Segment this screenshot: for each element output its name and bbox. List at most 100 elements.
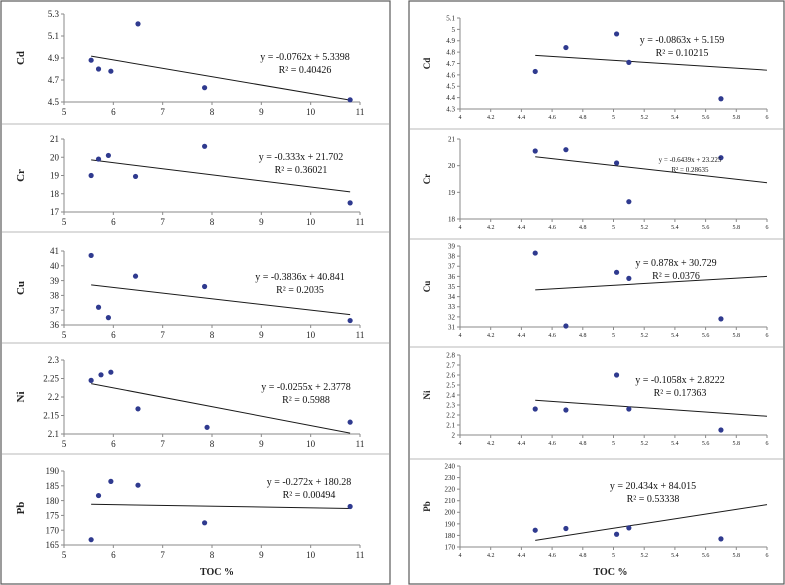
right-cd-x-tick-label: 6 [766, 115, 769, 121]
right-pb-x-tick-label: 4.6 [548, 553, 556, 559]
left-cr-trendline [91, 159, 351, 193]
right-cr-y-axis-label: Cr [422, 174, 432, 185]
left-cd-y-tick-label: 5.3 [48, 9, 60, 19]
left-pb-x-tick-label: 11 [356, 550, 365, 560]
right-cu-data-point [613, 269, 620, 275]
left-ni-data-point [347, 419, 353, 425]
left-cr-x-tick-label: 8 [210, 217, 215, 227]
right-pb-trendline [535, 504, 768, 541]
right-cu-data-point [718, 316, 724, 322]
right-cr-trendline [535, 156, 768, 184]
left-cr-y-tick-label: 21 [50, 134, 59, 144]
left-ni-y-tick-label: 2.3 [48, 355, 60, 365]
right-ni-y-tick-label: 2.7 [446, 361, 455, 369]
left-pb-x-tick-label: 9 [259, 550, 264, 560]
left-cr-x-tick-label: 10 [306, 217, 316, 227]
left-ni-x-tick-label: 8 [210, 439, 215, 449]
right-cu-data-point [532, 250, 538, 256]
right-pb-x-tick-label: 4.8 [579, 553, 587, 559]
chart-left-cu: 5 6 7 8 9 10 11 36 37 38 39 40 41 Cu y = -0.3836x + 40… [2, 246, 389, 344]
right-cu-x-tick-label: 5.8 [733, 333, 741, 339]
chart-right-cu: 4 4.2 4.4 4.6 4.8 5 5.2 5.4 5.6 5.8 6 31 32 33 34 35 36 3… [410, 242, 783, 348]
left-pb-y-tick-label: 190 [46, 466, 60, 476]
right-ni-x-tick-label: 5.4 [671, 441, 679, 447]
right-cu-data-point [626, 275, 632, 281]
left-cr-r-squared: R² = 0.36021 [275, 165, 328, 176]
right-cd-data-point [718, 96, 724, 102]
right-cu-y-tick-label: 36 [448, 273, 456, 281]
chart-left-cr: 5 6 7 8 9 10 11 17 18 19 20 21 Cr y = -0.333x + 21.70… [2, 134, 389, 233]
right-ni-x-tick-label: 5.8 [733, 441, 741, 447]
right-pb-y-axis-label: Pb [422, 501, 432, 512]
left-ni-x-tick-label: 11 [356, 439, 365, 449]
left-cd-y-tick-label: 4.5 [48, 97, 60, 107]
left-cr-y-axis-label: Cr [15, 169, 27, 182]
right-cd-x-tick-label: 4.2 [487, 115, 495, 121]
left-cd-x-tick-label: 11 [356, 107, 365, 117]
left-cr-data-point [347, 200, 353, 206]
right-cu-trend-equation: y = 0.878x + 30.729 [635, 258, 716, 269]
right-pb-r-squared: R² = 0.53338 [627, 494, 680, 505]
right-pb-x-tick-label: 6 [766, 553, 769, 559]
right-pb-x-tick-label: 5.2 [640, 553, 648, 559]
left-ni-y-axis-label: Ni [15, 392, 27, 403]
right-cr-x-tick-label: 5.4 [671, 225, 679, 231]
left-cd-x-tick-label: 7 [160, 107, 165, 117]
right-cu-y-tick-label: 39 [448, 242, 456, 250]
right-cu-x-tick-label: 4.4 [518, 333, 526, 339]
left-cr-x-tick-label: 9 [259, 217, 264, 227]
left-ni-x-tick-label: 7 [160, 439, 165, 449]
right-ni-trend-equation: y = -0.1058x + 2.8222 [635, 375, 725, 386]
left-cu-data-point [202, 283, 208, 290]
left-cr-data-point [202, 143, 208, 149]
right-cu-y-axis-label: Cu [422, 281, 432, 293]
left-cu-x-tick-label: 10 [306, 330, 316, 340]
left-pb-trend-equation: y = -0.272x + 180.28 [267, 477, 352, 488]
right-cd-y-axis-label: Cd [422, 58, 432, 70]
right-cr-r-squared: R² = 0.28635 [672, 166, 709, 174]
left-cd-r-squared: R² = 0.40426 [279, 65, 332, 76]
left-cu-data-point [95, 304, 102, 310]
right-pb-x-tick-label: 5.8 [733, 553, 741, 559]
left-ni-trendline [91, 383, 351, 434]
right-cu-y-tick-label: 37 [448, 263, 456, 271]
right-pb-y-tick-label: 180 [445, 532, 456, 540]
left-cd-trend-equation: y = -0.0762x + 5.3398 [260, 52, 350, 63]
right-cr-x-tick-label: 4 [459, 225, 462, 231]
right-ni-y-axis-label: Ni [422, 390, 432, 399]
left-cu-x-tick-label: 7 [160, 330, 165, 340]
right-cu-x-tick-label: 4 [459, 333, 462, 339]
left-pb-y-tick-label: 180 [46, 496, 60, 506]
right-cd-trend-equation: y = -0.0863x + 5.159 [640, 35, 725, 46]
right-cd-y-tick-label: 4.9 [446, 37, 455, 45]
right-cu-x-tick-label: 4.6 [548, 333, 556, 339]
right-cu-y-tick-label: 31 [448, 323, 456, 331]
right-pb-x-tick-label: 4.4 [518, 553, 526, 559]
right-cd-y-tick-label: 4.7 [446, 60, 455, 68]
right-ni-x-tick-label: 6 [766, 441, 769, 447]
left-cu-x-tick-label: 8 [210, 330, 215, 340]
right-pb-y-tick-label: 170 [445, 543, 456, 551]
right-pb-data-point [626, 525, 632, 531]
right-ni-y-tick-label: 2.4 [446, 391, 455, 399]
right-cr-x-tick-label: 5.8 [733, 225, 741, 231]
left-cd-y-tick-label: 5.1 [48, 31, 59, 41]
right-cd-x-tick-label: 4 [459, 115, 462, 121]
left-pb-data-point [347, 503, 353, 510]
right-cr-x-tick-label: 4.2 [487, 225, 495, 231]
right-ni-r-squared: R² = 0.17363 [654, 388, 707, 399]
left-pb-y-tick-label: 175 [46, 511, 60, 521]
left-cr-trend-equation: y = -0.333x + 21.702 [259, 152, 344, 163]
right-cr-x-tick-label: 4.4 [518, 225, 526, 231]
right-pb-x-tick-label: 5.4 [671, 553, 679, 559]
left-pb-y-tick-label: 170 [46, 525, 60, 535]
left-ni-x-tick-label: 5 [62, 439, 67, 449]
left-cd-data-point [135, 21, 141, 27]
left-pb-data-point [95, 492, 102, 499]
left-pb-data-point [108, 478, 114, 484]
right-cu-x-tick-label: 5.4 [671, 333, 679, 339]
right-cr-y-tick-label: 19 [448, 189, 456, 197]
left-ni-data-point [98, 372, 104, 378]
left-cu-y-tick-label: 38 [50, 291, 60, 301]
chart-left-ni: 5 6 7 8 9 10 11 2.1 2.15 2.2 2.25 2.3 Ni y = -0.0255x… [2, 355, 389, 455]
